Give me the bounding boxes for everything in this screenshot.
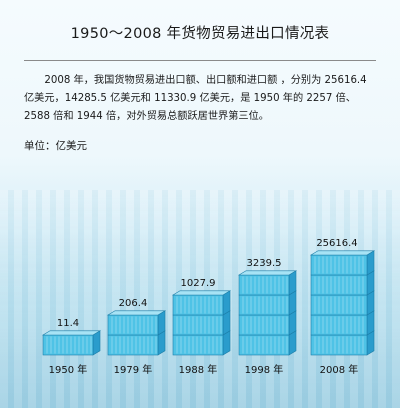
container-box	[310, 310, 375, 336]
container-box	[106, 310, 167, 336]
bar-stack-1	[41, 330, 102, 356]
category-label: 1988 年	[179, 363, 218, 376]
container-box	[238, 290, 297, 316]
container-box	[171, 290, 232, 316]
container-box	[237, 270, 298, 296]
category-label: 1998 年	[245, 363, 284, 376]
container-box	[172, 330, 231, 356]
container-box	[310, 270, 375, 296]
description-paragraph: 2008 年，我国货物贸易进出口额、出口额和进口额 ，分别为 25616.4 亿…	[24, 75, 367, 122]
unit-label: 单位：亿美元	[24, 140, 87, 152]
value-label: 25616.4	[316, 238, 357, 249]
container-box	[172, 310, 231, 336]
container-box	[238, 330, 297, 356]
container-box	[107, 330, 166, 356]
category-label: 1950 年	[49, 363, 88, 376]
value-label: 1027.9	[181, 278, 216, 289]
bar-stack-5	[309, 250, 376, 356]
value-label: 206.4	[119, 298, 148, 309]
container-box	[309, 250, 376, 276]
value-label: 11.4	[57, 318, 79, 329]
bar-stack-3	[171, 290, 232, 356]
category-label: 1979 年	[114, 363, 153, 376]
bar-stack-4	[237, 270, 298, 356]
container-box	[238, 310, 297, 336]
value-label: 3239.5	[247, 258, 282, 269]
category-label: 2008 年	[320, 363, 359, 376]
bar-stack-2	[106, 310, 167, 356]
title-divider	[24, 60, 376, 61]
container-box	[41, 330, 102, 356]
page-title: 1950～2008 年货物贸易进出口情况表	[70, 26, 330, 42]
